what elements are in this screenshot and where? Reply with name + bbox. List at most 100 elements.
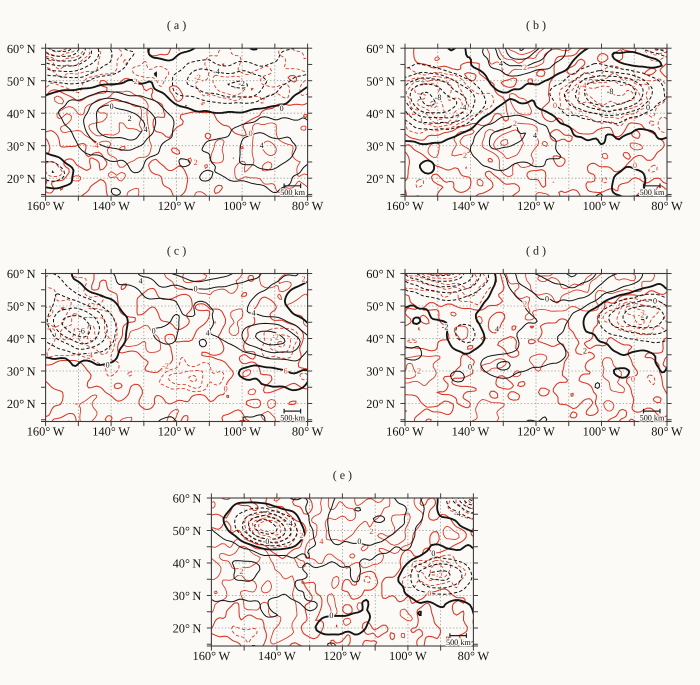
- svg-text:4: 4: [533, 131, 537, 140]
- svg-text:-8: -8: [435, 93, 442, 102]
- svg-text:20° N: 20° N: [173, 622, 202, 636]
- svg-text:0: 0: [110, 102, 114, 111]
- svg-text:0: 0: [553, 101, 557, 110]
- svg-text:0: 0: [329, 611, 333, 620]
- svg-text:0: 0: [106, 361, 110, 370]
- svg-text:( a ): ( a ): [167, 18, 186, 32]
- svg-text:-4: -4: [213, 67, 220, 76]
- svg-text:80° W: 80° W: [651, 199, 683, 213]
- svg-text:100° W: 100° W: [583, 424, 621, 438]
- svg-text:60° N: 60° N: [7, 42, 36, 56]
- svg-text:50° N: 50° N: [366, 74, 395, 88]
- svg-text:4: 4: [495, 325, 499, 334]
- svg-text:2: 2: [463, 151, 467, 160]
- svg-text:30° N: 30° N: [173, 589, 202, 603]
- svg-text:0: 0: [631, 375, 635, 384]
- svg-text:0: 0: [646, 103, 650, 112]
- svg-text:140° W: 140° W: [92, 424, 130, 438]
- svg-text:0: 0: [427, 589, 431, 598]
- svg-text:20° N: 20° N: [366, 172, 395, 186]
- svg-text:30° N: 30° N: [366, 365, 395, 379]
- svg-text:160° W: 160° W: [386, 199, 424, 213]
- svg-text:160° W: 160° W: [386, 424, 424, 438]
- svg-text:-8: -8: [607, 87, 614, 96]
- svg-text:-6: -6: [78, 327, 85, 336]
- svg-text:500 km: 500 km: [640, 413, 665, 422]
- svg-text:( b ): ( b ): [526, 18, 546, 32]
- svg-text:140° W: 140° W: [92, 199, 130, 213]
- svg-text:500 km: 500 km: [280, 188, 305, 197]
- svg-text:0: 0: [280, 104, 284, 113]
- svg-text:40° N: 40° N: [7, 332, 36, 346]
- svg-text:50° N: 50° N: [173, 524, 202, 538]
- svg-text:0: 0: [545, 295, 549, 304]
- svg-text:40° N: 40° N: [366, 332, 395, 346]
- svg-text:0: 0: [468, 363, 472, 372]
- svg-text:120° W: 120° W: [158, 424, 196, 438]
- svg-text:100° W: 100° W: [223, 424, 261, 438]
- svg-text:4: 4: [252, 309, 256, 318]
- svg-text:2: 2: [513, 119, 517, 128]
- svg-text:60° N: 60° N: [366, 267, 395, 281]
- svg-text:30° N: 30° N: [7, 139, 36, 153]
- svg-text:4: 4: [139, 277, 143, 286]
- svg-text:30° N: 30° N: [7, 365, 36, 379]
- svg-text:( d ): ( d ): [526, 244, 546, 258]
- svg-text:2: 2: [239, 567, 243, 576]
- svg-text:40° N: 40° N: [7, 107, 36, 121]
- svg-text:160° W: 160° W: [27, 199, 65, 213]
- svg-text:100° W: 100° W: [389, 649, 427, 663]
- svg-text:2: 2: [523, 63, 527, 72]
- svg-text:500 km: 500 km: [640, 188, 665, 197]
- svg-text:50° N: 50° N: [366, 300, 395, 314]
- svg-text:60° N: 60° N: [7, 267, 36, 281]
- svg-text:140° W: 140° W: [258, 649, 296, 663]
- svg-text:0: 0: [249, 129, 253, 138]
- svg-text:20° N: 20° N: [7, 172, 36, 186]
- svg-text:4: 4: [499, 59, 503, 68]
- svg-text:60° N: 60° N: [173, 492, 202, 506]
- svg-text:120° W: 120° W: [517, 199, 555, 213]
- svg-text:0: 0: [431, 549, 435, 558]
- svg-text:0: 0: [152, 327, 156, 336]
- svg-text:160° W: 160° W: [193, 649, 231, 663]
- svg-text:140° W: 140° W: [452, 424, 490, 438]
- svg-text:2: 2: [194, 158, 198, 167]
- svg-text:60° N: 60° N: [366, 42, 395, 56]
- svg-text:0: 0: [194, 285, 198, 294]
- svg-text:20° N: 20° N: [7, 397, 36, 411]
- svg-text:4: 4: [260, 141, 264, 150]
- svg-text:4: 4: [206, 329, 210, 338]
- svg-text:4: 4: [144, 125, 148, 134]
- svg-text:-2: -2: [436, 571, 443, 580]
- svg-text:80° W: 80° W: [458, 649, 490, 663]
- svg-text:0: 0: [653, 297, 657, 306]
- svg-text:2: 2: [299, 531, 303, 540]
- svg-text:80° W: 80° W: [651, 424, 683, 438]
- svg-text:-4: -4: [454, 509, 461, 518]
- svg-text:2: 2: [583, 347, 587, 356]
- svg-text:-4: -4: [580, 81, 587, 90]
- svg-text:2: 2: [523, 300, 527, 309]
- svg-text:40° N: 40° N: [366, 107, 395, 121]
- svg-text:0: 0: [224, 385, 228, 394]
- svg-text:-4: -4: [86, 351, 93, 360]
- svg-text:50° N: 50° N: [7, 300, 36, 314]
- svg-text:80° W: 80° W: [292, 199, 324, 213]
- svg-text:2: 2: [302, 275, 306, 284]
- svg-text:140° W: 140° W: [452, 199, 490, 213]
- svg-text:30° N: 30° N: [366, 139, 395, 153]
- svg-text:-2: -2: [442, 323, 449, 332]
- svg-text:20° N: 20° N: [366, 397, 395, 411]
- svg-text:( c ): ( c ): [167, 244, 186, 258]
- svg-text:40° N: 40° N: [173, 557, 202, 571]
- svg-text:2: 2: [417, 367, 421, 376]
- svg-text:100° W: 100° W: [583, 199, 621, 213]
- svg-text:4: 4: [319, 537, 323, 546]
- svg-text:120° W: 120° W: [158, 199, 196, 213]
- svg-text:0: 0: [357, 537, 361, 546]
- svg-text:100° W: 100° W: [223, 199, 261, 213]
- svg-text:2: 2: [134, 77, 138, 86]
- svg-text:-2: -2: [272, 333, 279, 342]
- svg-text:-4: -4: [286, 519, 293, 528]
